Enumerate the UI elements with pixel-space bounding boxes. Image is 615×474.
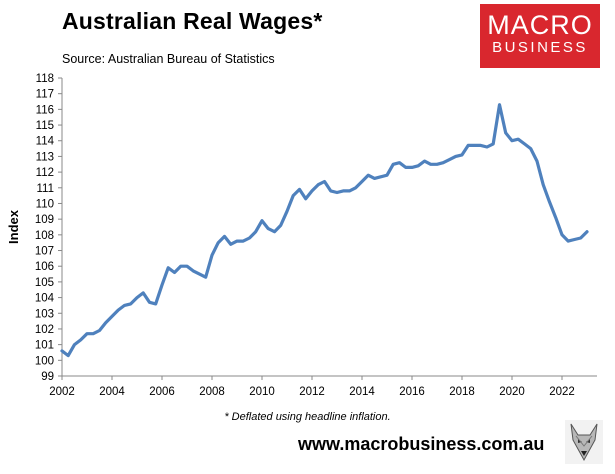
y-tick-label: 107 (35, 246, 54, 258)
chart-source: Source: Australian Bureau of Statistics (62, 52, 275, 66)
x-tick-label: 2022 (549, 386, 575, 398)
x-tick-label: 2014 (349, 386, 375, 398)
y-tick-label: 104 (35, 293, 55, 305)
website-link[interactable]: www.macrobusiness.com.au (298, 434, 545, 454)
x-axis-ticks: 2002 2004 2006 2008 2010 2012 2014 2016 2018 2020… (49, 376, 575, 398)
y-tick-label: 116 (36, 104, 54, 116)
x-tick-label: 2006 (149, 386, 175, 398)
logo-line-1: MACRO (487, 10, 593, 40)
y-tick-label: 114 (36, 136, 55, 148)
y-tick-label: 101 (35, 340, 54, 352)
x-tick-label: 2018 (449, 386, 475, 398)
y-tick-label: 102 (35, 324, 54, 336)
x-tick-label: 2020 (499, 386, 525, 398)
y-tick-label: 112 (36, 167, 54, 179)
footnote: * Deflated using headline inflation. (224, 411, 391, 423)
y-tick-label: 99 (41, 371, 54, 383)
y-tick-label: 109 (35, 214, 54, 226)
x-tick-label: 2002 (49, 386, 75, 398)
macrobusiness-logo: MACRO BUSINESS (480, 4, 600, 68)
chart-title: Australian Real Wages* (62, 8, 323, 34)
series-line-real-wages (60, 103, 589, 358)
y-tick-label: 113 (36, 151, 54, 163)
logo-line-2: BUSINESS (492, 39, 588, 56)
y-axis-label: Index (6, 209, 21, 244)
x-tick-label: 2010 (249, 386, 275, 398)
y-axis-ticks: 99 100 101 102 103 104 105 106 107 108 109 110 111 11… (35, 73, 62, 383)
x-tick-label: 2012 (299, 386, 325, 398)
y-tick-label: 103 (35, 308, 54, 320)
y-tick-label: 115 (36, 120, 54, 132)
y-tick-label: 110 (36, 198, 54, 210)
wolf-icon (565, 420, 603, 464)
chart-series (60, 103, 589, 358)
y-tick-label: 108 (35, 230, 54, 242)
y-tick-label: 100 (35, 355, 54, 367)
y-tick-label: 117 (36, 89, 54, 101)
y-tick-label: 105 (35, 277, 54, 289)
y-tick-label: 111 (37, 183, 54, 195)
x-tick-label: 2008 (199, 386, 225, 398)
y-tick-label: 106 (35, 261, 54, 273)
chart-axes (61, 78, 597, 377)
y-tick-label: 118 (36, 73, 54, 85)
x-tick-label: 2016 (399, 386, 425, 398)
x-tick-label: 2004 (99, 386, 125, 398)
